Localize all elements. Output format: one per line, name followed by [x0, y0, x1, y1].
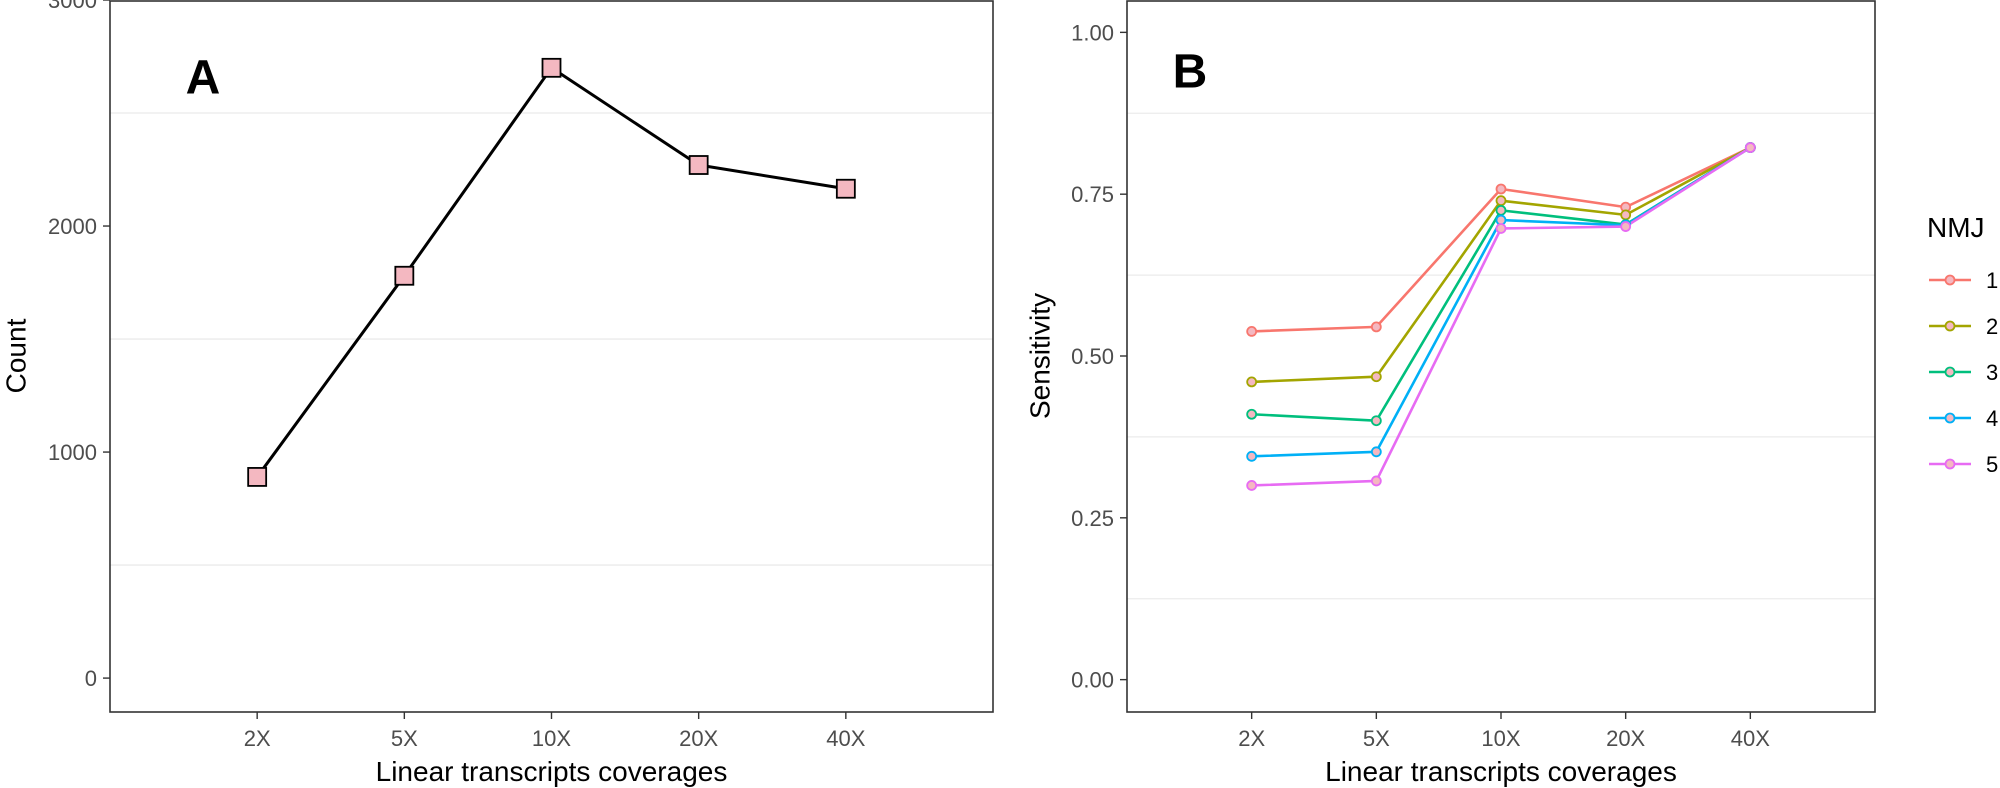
data-point [1620, 221, 1632, 232]
panel-border [1126, 0, 1876, 713]
panel-b: 0.00 0.25 0.50 0.75 1.00 2X 5X 10X 20X 40X Linear … [1025, 0, 1876, 787]
data-point [1246, 450, 1258, 462]
x-tick-label: 2X [1238, 726, 1265, 751]
legend-key-point [1944, 320, 1956, 332]
x-tick-label: 20X [1606, 726, 1645, 751]
legend-key-point [1944, 458, 1956, 470]
legend-label: 1 [1986, 268, 1998, 293]
panel-label: B [1173, 46, 1208, 99]
x-tick-label: 5X [391, 726, 418, 751]
data-point [1620, 209, 1632, 221]
x-tick-label: 20X [679, 726, 718, 751]
data-point [1246, 408, 1258, 420]
x-axis-title: Linear transcripts coverages [1325, 756, 1677, 787]
x-axis-title: Linear transcripts coverages [376, 756, 728, 787]
y-tick-label: 3000 [48, 0, 97, 13]
data-point [1495, 183, 1507, 195]
legend-key-point [1944, 366, 1956, 378]
data-point [1495, 223, 1507, 234]
legend-label: 5 [1986, 452, 1998, 477]
x-tick-label: 2X [244, 726, 271, 751]
legend-title: NMJ [1927, 212, 1985, 243]
data-point [1495, 195, 1507, 207]
data-point [1370, 371, 1382, 383]
y-axis-title: Count [1, 318, 32, 393]
data-point [1246, 326, 1258, 337]
x-tick-label: 10X [1481, 726, 1520, 751]
x-tick-label: 40X [1731, 726, 1770, 751]
data-point [247, 467, 268, 487]
data-point [1370, 321, 1382, 333]
y-tick-label: 1000 [48, 440, 97, 465]
x-tick-label: 10X [532, 726, 571, 751]
data-point [1495, 204, 1507, 216]
data-point [1370, 475, 1382, 487]
data-point [1370, 446, 1382, 458]
y-tick-label: 0 [85, 666, 97, 691]
x-tick-label: 40X [826, 726, 865, 751]
legend-key-point [1944, 274, 1956, 286]
y-tick-label: 2000 [48, 214, 97, 239]
data-point [541, 57, 562, 78]
panel-label: A [186, 52, 221, 105]
panel-border [109, 0, 994, 713]
data-point [688, 155, 709, 175]
data-point [1246, 480, 1258, 491]
legend-label: 3 [1986, 360, 1998, 385]
data-point [1246, 376, 1258, 388]
data-point [394, 265, 415, 286]
series-line [1251, 146, 1751, 333]
y-tick-label: 0.75 [1071, 182, 1114, 207]
y-axis-title: Sensitivity [1025, 293, 1056, 419]
legend-label: 2 [1986, 314, 1998, 339]
series-line [255, 66, 847, 478]
data-point [835, 178, 856, 199]
y-tick-label: 0.00 [1071, 668, 1114, 693]
data-point [1370, 415, 1382, 427]
y-tick-label: 0.50 [1071, 344, 1114, 369]
panel-a: 0 1000 2000 3000 2X 5X 10X 20X 40X Linear transcr… [1, 0, 994, 787]
data-point [1744, 142, 1756, 153]
y-tick-label: 0.25 [1071, 506, 1114, 531]
legend-label: 4 [1986, 406, 1998, 431]
legend-key-point [1944, 412, 1956, 424]
y-tick-label: 1.00 [1071, 20, 1114, 45]
x-tick-label: 5X [1363, 726, 1390, 751]
